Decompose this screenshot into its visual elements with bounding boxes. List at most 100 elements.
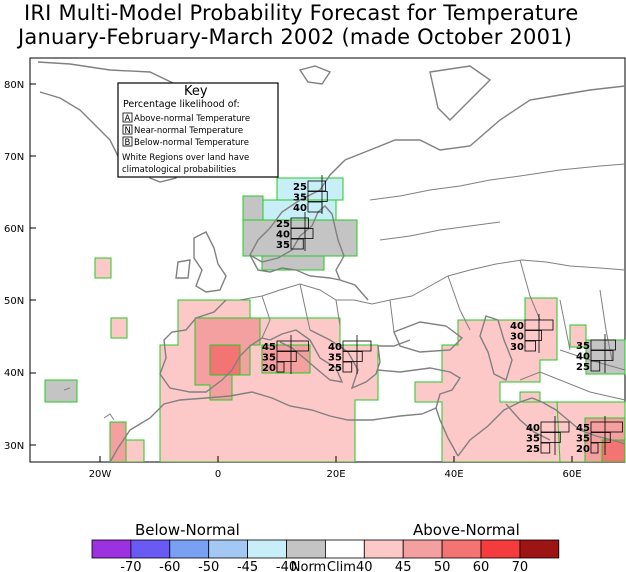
region-small-biscay xyxy=(110,317,128,339)
colorbar-tick-6: Clim xyxy=(327,560,356,572)
prob-bar-scandinavia-south-0 xyxy=(290,217,309,229)
coastlines xyxy=(37,61,626,462)
prob-value-italy-balkans-2: 25 xyxy=(328,363,342,374)
map-layer: 80N xyxy=(37,61,626,462)
prob-value-central-asia-east-2: 25 xyxy=(576,362,590,373)
lat-label-40n: 40N xyxy=(4,368,24,379)
region-azores xyxy=(44,379,78,403)
prob-value-iberia-france-0: 45 xyxy=(262,342,276,353)
prob-value-scandinavia-south-2: 35 xyxy=(276,240,290,251)
region-small-atlantic xyxy=(94,257,112,279)
prob-bar-scandinavia-south-2 xyxy=(290,238,304,250)
region-gray-norway xyxy=(242,195,264,221)
prob-value-central-asia-north-1: 30 xyxy=(510,332,524,343)
region-nw-africa-2 xyxy=(125,439,145,462)
prob-bar-italy-balkans-1 xyxy=(342,351,363,362)
title-line-2: January-February-March 2002 (made Octobe… xyxy=(18,25,573,49)
region-italy-45 xyxy=(261,344,311,374)
region-gray-east xyxy=(585,339,626,375)
region-gray-denmark xyxy=(261,255,325,271)
colorbar-tick-3: -45 xyxy=(237,560,258,572)
colorbar-swatch-11 xyxy=(519,539,560,559)
prob-value-south-asia-1: 35 xyxy=(576,434,590,445)
colorbar-swatch-5 xyxy=(286,539,326,559)
prob-value-middle-east-0: 40 xyxy=(526,423,540,434)
shaded-regions xyxy=(44,177,626,462)
prob-value-iberia-france-2: 20 xyxy=(262,363,276,374)
colorbar-below-label: Below-Normal xyxy=(135,521,240,539)
key-note-1: White Regions over land have xyxy=(122,153,249,163)
key-above: Above-normal Temperature xyxy=(134,114,250,124)
prob-value-iberia-france-1: 35 xyxy=(262,353,276,364)
lat-label-50n: 50N xyxy=(4,296,24,307)
key-note-2: climatological probabilities xyxy=(122,165,237,175)
colorbar-tick-7: 40 xyxy=(356,560,373,572)
prob-bar-middle-east-2 xyxy=(540,442,551,454)
prob-value-south-asia-2: 20 xyxy=(576,444,590,455)
lon-label-0: 0 xyxy=(215,469,221,480)
colorbar-swatch-7 xyxy=(363,539,404,559)
key-below-letter: B xyxy=(125,138,131,148)
colorbar-tick-0: -70 xyxy=(120,560,141,572)
prob-value-scandinavia-north-1: 35 xyxy=(293,193,307,204)
colorbar-swatch-2 xyxy=(169,539,210,559)
prob-value-middle-east-2: 25 xyxy=(526,444,540,455)
lat-label-80n: 80N xyxy=(4,80,24,91)
colorbar-tick-11: 70 xyxy=(512,560,529,572)
prob-value-middle-east-1: 35 xyxy=(526,434,540,445)
prob-bar-iberia-france-1 xyxy=(276,351,297,362)
prob-bar-central-asia-east-1 xyxy=(590,350,614,361)
lat-ticks xyxy=(30,83,573,462)
colorbar-swatch-0 xyxy=(91,539,132,559)
colorbar-swatch-8 xyxy=(402,539,443,559)
prob-value-south-asia-0: 45 xyxy=(576,423,590,434)
prob-bar-central-asia-east-0 xyxy=(590,339,616,351)
prob-bar-south-asia-0 xyxy=(590,421,623,433)
key-subtitle: Percentage likelihood of: xyxy=(123,99,240,110)
lon-label-20w: 20W xyxy=(89,469,112,480)
prob-bar-italy-balkans-2 xyxy=(342,361,353,373)
colorbar-swatch-4 xyxy=(247,539,287,559)
prob-bar-iberia-france-0 xyxy=(276,340,309,352)
prob-bar-scandinavia-south-1 xyxy=(290,228,314,239)
prob-value-scandinavia-north-2: 40 xyxy=(293,203,307,214)
prob-value-italy-balkans-1: 35 xyxy=(328,353,342,364)
lon-label-20e: 20E xyxy=(326,469,345,480)
prob-bar-central-asia-east-2 xyxy=(590,360,601,372)
key-near-letter: N xyxy=(125,126,131,136)
colorbar-tick-2: -50 xyxy=(198,560,219,572)
colorbar-tick-1: -60 xyxy=(159,560,180,572)
region-caspian-pink xyxy=(569,324,587,348)
prob-bar-iberia-france-2 xyxy=(276,361,285,373)
key-near: Near-normal Temperature xyxy=(134,126,243,136)
colorbar-swatch-10 xyxy=(480,539,521,559)
prob-bar-central-asia-north-2 xyxy=(524,340,536,352)
region-small-gulf xyxy=(519,391,541,403)
prob-value-central-asia-east-0: 35 xyxy=(576,341,590,352)
lat-label-60n: 60N xyxy=(4,224,24,235)
prob-value-italy-balkans-0: 40 xyxy=(328,342,342,353)
colorbar-tick-4: -40 xyxy=(276,560,297,572)
lat-label-70n: 70N xyxy=(4,152,24,163)
colorbar-tick-9: 50 xyxy=(434,560,451,572)
prob-value-central-asia-north-2: 30 xyxy=(510,342,524,353)
key-above-letter: A xyxy=(125,114,131,124)
colorbar-swatch-9 xyxy=(441,539,482,559)
colorbar-swatch-6 xyxy=(324,539,365,559)
prob-bar-south-asia-2 xyxy=(590,442,599,454)
prob-bar-south-asia-1 xyxy=(590,432,611,443)
region-nw-africa xyxy=(109,421,127,462)
prob-value-central-asia-east-1: 40 xyxy=(576,352,590,363)
prob-value-scandinavia-south-0: 25 xyxy=(276,219,290,230)
lon-label-40e: 40E xyxy=(444,469,463,480)
prob-value-scandinavia-north-0: 25 xyxy=(293,182,307,193)
